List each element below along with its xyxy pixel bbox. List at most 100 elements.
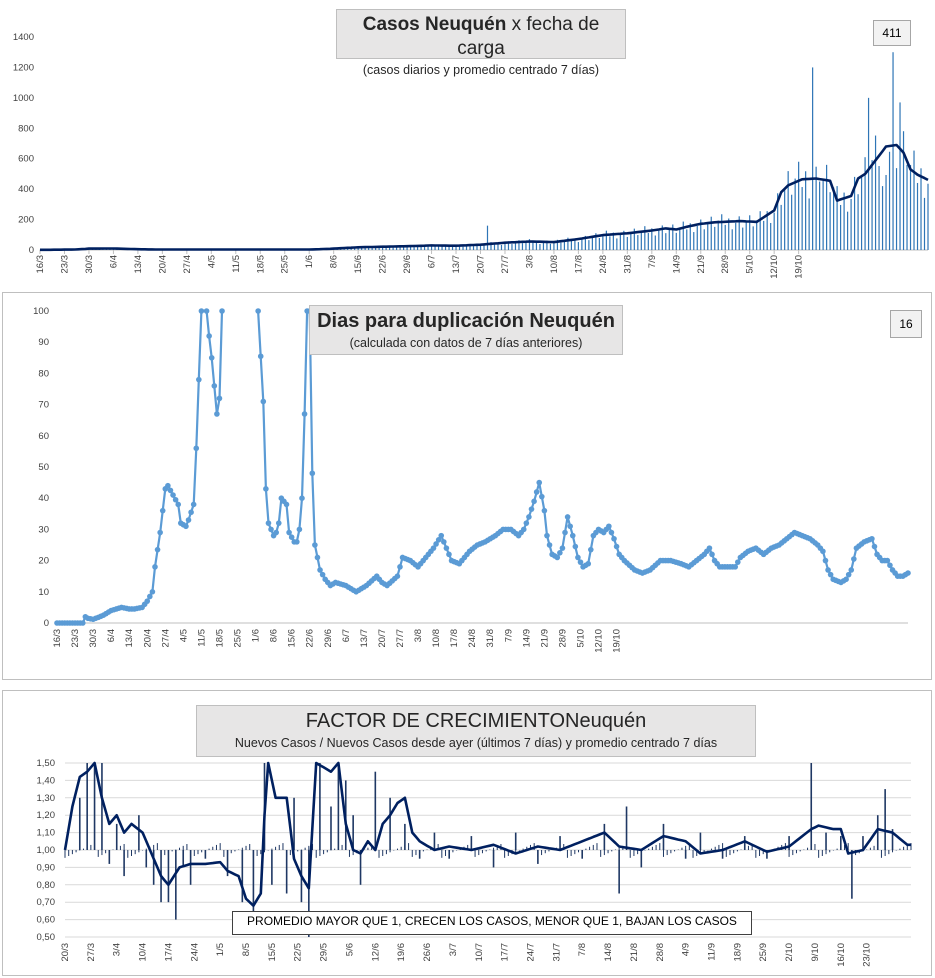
daily-factor-bar [729,850,731,856]
y-tick-label: 0,80 [37,880,56,891]
x-tick-label: 23/3 [70,629,81,648]
y-tick-label: 70 [38,400,49,411]
daily-cases-bar [553,242,555,250]
daily-factor-bar [537,850,539,864]
daily-factor-bar [400,846,402,850]
doubling-days-point [533,489,540,495]
growth-explanation-note: PROMEDIO MAYOR QUE 1, CRECEN LOS CASOS, … [232,911,752,935]
x-tick-label: 14/9 [671,255,682,274]
doubling-chart-title: Dias para duplicación Neuquén (calculada… [309,305,623,355]
daily-factor-bar [123,844,125,850]
daily-cases-bar [731,229,733,250]
daily-factor-bar [175,850,177,920]
daily-cases-bar [784,188,786,250]
daily-cases-bar [798,161,800,250]
daily-factor-bar [603,850,605,856]
daily-factor-bar [182,845,184,850]
y-tick-label: 100 [33,306,49,317]
doubling-days-point [822,557,829,564]
daily-factor-bar [337,763,340,850]
x-tick-label: 20/7 [377,629,388,648]
daily-factor-bar [334,848,336,850]
daily-cases-bar [906,164,908,250]
daily-cases-bar [860,176,863,250]
daily-factor-bar [570,850,572,856]
x-tick-label: 5/10 [575,629,586,648]
daily-cases-bar [392,245,394,250]
daily-cases-bar [752,226,754,250]
doubling-days-point [827,571,834,578]
daily-factor-bar [718,844,720,850]
daily-factor-bar [396,848,398,850]
daily-cases-bar [843,192,845,250]
x-tick-label: 22/6 [378,255,389,274]
daily-factor-bar [825,832,827,850]
daily-factor-bar [226,850,229,877]
daily-factor-bar [829,850,831,853]
daily-cases-bar [535,240,538,250]
daily-factor-bar [297,850,299,852]
daily-cases-bar [458,245,461,250]
daily-cases-bar [409,245,412,250]
daily-cases-bar [437,245,440,250]
daily-cases-bar [661,225,663,250]
daily-factor-bar [367,847,369,850]
y-tick-label: 0 [44,618,49,629]
x-tick-label: 21/8 [629,943,640,962]
daily-cases-bar [742,227,744,250]
doubling-days-point [735,559,741,565]
daily-cases-bar [395,247,398,250]
daily-cases-bar [916,182,919,250]
daily-cases-bar [518,240,520,250]
daily-cases-bar [658,230,660,250]
daily-cases-bar [801,187,803,250]
doubling-days-point [283,501,290,508]
doubling-days-point [577,559,584,565]
daily-factor-bar [138,850,140,853]
doubling-days-point [296,526,303,533]
daily-factor-bar [880,850,882,858]
chart-growth-panel: 0,50 0,60 0,70 0,80 0,90 1,00 1,10 1,20 1,30 1,40… [2,690,932,976]
daily-factor-bar [319,763,321,850]
daily-cases-bar [710,216,712,250]
doubling-days-point [845,571,852,578]
x-tick-label: 29/6 [323,629,334,648]
daily-factor-bar [681,847,683,850]
daily-cases-bar [888,151,891,250]
y-tick-label: 1200 [13,62,34,73]
growth-title-tail: Neuquén [565,710,647,732]
daily-factor-bar [670,850,672,854]
x-tick-label: 19/6 [396,943,407,962]
daily-cases-bar [923,197,926,250]
doubling-days-point [544,532,550,539]
doubling-days-point [438,532,445,539]
daily-factor-bar [674,850,676,852]
daily-cases-bar [441,244,443,250]
daily-factor-bar [751,844,753,850]
daily-factor-bar [851,850,853,899]
doubling-days-point [314,554,321,561]
daily-cases-bar [371,246,373,250]
daily-cases-bar [721,214,723,250]
doubling-days-point [709,551,715,558]
doubling-days-point [613,543,620,550]
daily-cases-bar [836,186,838,250]
daily-cases-bar [444,246,447,250]
daily-factor-bar [127,850,129,858]
doubling-days-point [546,542,553,548]
daily-factor-bar [330,806,332,850]
daily-factor-bar [289,850,291,856]
daily-factor-bar [86,763,88,850]
daily-factor-bar [818,850,820,858]
daily-factor-bar [275,846,277,850]
daily-cases-bar [626,236,628,250]
y-tick-label: 0 [29,245,34,256]
daily-cases-bar [588,240,590,250]
daily-factor-bar [514,832,517,850]
daily-factor-bar [825,850,827,855]
doubling-days-point [430,545,437,551]
daily-cases-bar [640,230,642,250]
x-tick-label: 21/9 [696,255,707,274]
x-tick-label: 17/8 [573,255,584,274]
daily-factor-bar [711,848,713,850]
